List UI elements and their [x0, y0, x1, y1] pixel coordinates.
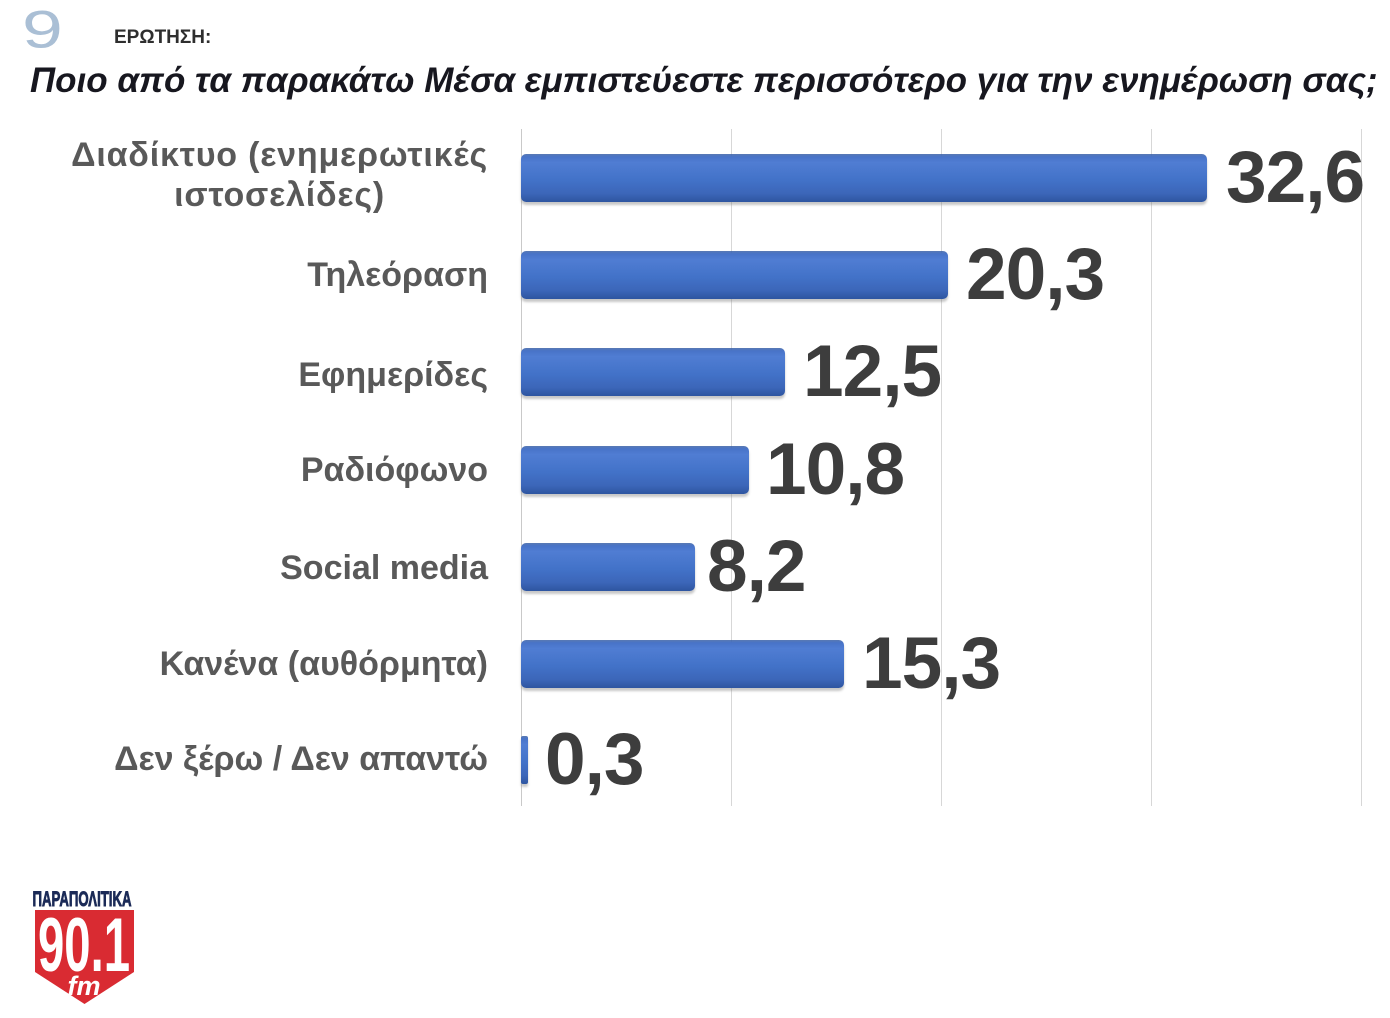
svg-text:fm: fm	[68, 971, 101, 1001]
svg-text:90.1: 90.1	[38, 903, 130, 988]
svg-text:ΠΑΡΑΠΟΛΙΤΙΚΑ: ΠΑΡΑΠΟΛΙΤΙΚΑ	[33, 888, 132, 911]
